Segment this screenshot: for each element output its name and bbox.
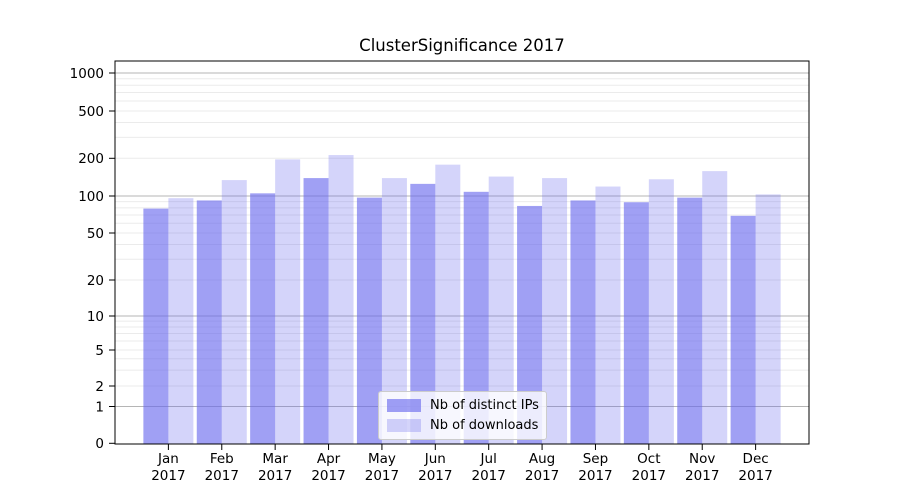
x-tick-label-month: Nov [689, 451, 715, 467]
x-tick-label-year: 2017 [151, 468, 185, 484]
bar-ips-apr [303, 178, 329, 444]
bar-ips-mar [250, 193, 276, 444]
bar-downloads-nov [702, 171, 728, 444]
y-tick-label: 50 [87, 226, 104, 242]
bar-downloads-jan [168, 198, 194, 444]
legend-label-downloads: Nb of downloads [430, 418, 539, 433]
x-tick-label-month: Dec [743, 451, 769, 467]
bar-downloads-apr [328, 155, 354, 444]
x-tick-label-month: Jul [480, 451, 497, 467]
bar-ips-jan [143, 208, 169, 444]
x-tick-label-year: 2017 [525, 468, 559, 484]
x-tick-label-year: 2017 [205, 468, 239, 484]
legend-item-downloads: Nb of downloads [387, 418, 540, 433]
x-tick-label-month: Sep [583, 451, 608, 467]
bar-downloads-sep [595, 186, 621, 444]
legend-swatch-downloads [387, 419, 421, 432]
legend: Nb of distinct IPs Nb of downloads [378, 391, 547, 440]
bar-ips-nov [677, 197, 703, 444]
y-tick-label: 1000 [70, 66, 104, 82]
x-tick-label-year: 2017 [365, 468, 399, 484]
bar-ips-oct [623, 202, 649, 444]
bar-ips-feb [196, 200, 222, 444]
x-tick-label-month: Apr [317, 451, 341, 467]
bar-downloads-feb [221, 180, 247, 444]
y-tick-label: 10 [87, 309, 104, 325]
y-tick-label: 1 [95, 399, 104, 415]
y-tick-label: 20 [87, 273, 104, 289]
x-tick-label-month: Oct [637, 451, 660, 467]
x-tick-label-year: 2017 [311, 468, 345, 484]
chart-title: ClusterSignificance 2017 [359, 36, 565, 55]
x-tick-label-year: 2017 [418, 468, 452, 484]
x-tick-label-year: 2017 [685, 468, 719, 484]
x-tick-label-month: Feb [210, 451, 234, 467]
x-tick-label-year: 2017 [258, 468, 292, 484]
y-tick-label: 5 [95, 343, 104, 359]
bar-ips-dec [730, 215, 756, 444]
y-tick-label: 200 [78, 151, 104, 167]
legend-label-distinct-ips: Nb of distinct IPs [430, 398, 539, 413]
bar-ips-sep [570, 200, 596, 444]
x-tick-label-month: May [368, 451, 396, 467]
x-tick-label-month: Aug [529, 451, 555, 467]
x-tick-label-month: Mar [262, 451, 288, 467]
x-tick-label-year: 2017 [578, 468, 612, 484]
bar-downloads-mar [275, 159, 301, 445]
x-tick-label-month: Jun [424, 451, 446, 467]
x-tick-label-year: 2017 [738, 468, 772, 484]
legend-item-distinct-ips: Nb of distinct IPs [387, 398, 540, 413]
y-tick-label: 500 [78, 104, 104, 120]
x-tick-label-year: 2017 [632, 468, 666, 484]
bar-downloads-oct [648, 179, 674, 444]
legend-swatch-distinct-ips [387, 399, 421, 412]
plot-border [114, 60, 810, 445]
bar-downloads-dec [755, 194, 781, 444]
y-tick-label: 0 [95, 436, 104, 452]
y-tick-label: 2 [95, 379, 104, 395]
x-tick-label-month: Jan [157, 451, 179, 467]
y-tick-label: 100 [78, 189, 104, 205]
bar-ips-may [356, 197, 382, 444]
x-tick-label-year: 2017 [472, 468, 506, 484]
